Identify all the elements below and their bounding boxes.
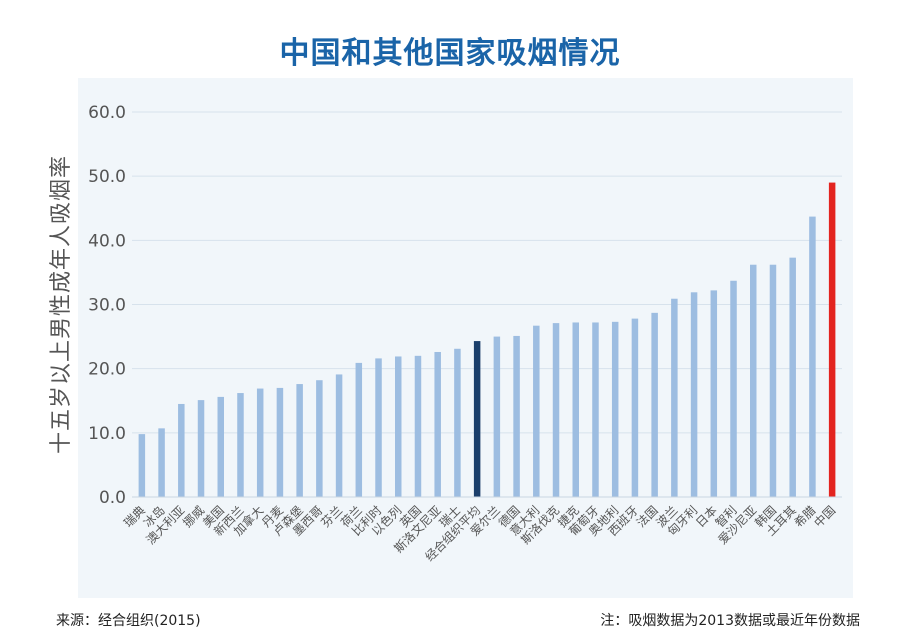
y-tick-label: 50.0 [88, 167, 126, 187]
bar [611, 321, 619, 497]
y-tick-label: 60.0 [88, 103, 126, 123]
bar [256, 388, 264, 497]
bar [651, 312, 658, 497]
bar [454, 348, 461, 497]
bar [414, 355, 422, 497]
bar [750, 264, 757, 497]
y-axis-title: 十五岁以上男性成年人吸烟率 [49, 155, 74, 454]
bar [552, 323, 560, 497]
bar [276, 387, 284, 497]
bar [789, 257, 796, 497]
bar [473, 341, 481, 497]
bar [237, 393, 244, 497]
y-tick-label: 40.0 [88, 231, 126, 251]
source-note: 来源：经合组织(2015) [56, 613, 201, 629]
footnote: 注：吸烟数据为2013数据或最近年份数据 [600, 613, 860, 629]
y-tick-label: 0.0 [99, 488, 126, 508]
bar [395, 356, 402, 497]
bar [138, 434, 146, 497]
bar [592, 322, 599, 497]
bar [197, 400, 205, 497]
bar [828, 182, 836, 498]
bar [316, 380, 323, 497]
bar [355, 362, 363, 497]
bar [296, 384, 303, 497]
bar [493, 336, 501, 497]
bar [730, 280, 737, 497]
bar [572, 322, 579, 497]
bar [671, 298, 678, 497]
bar [809, 216, 816, 497]
bar [631, 318, 639, 497]
bar [375, 358, 382, 497]
x-tick-label: 中国 [811, 503, 839, 531]
plot-background [78, 78, 853, 598]
y-tick-label: 10.0 [88, 424, 126, 444]
bar [217, 396, 224, 497]
bar [690, 292, 698, 497]
y-tick-label: 20.0 [88, 360, 126, 380]
page-title: 中国和其他国家吸烟情况 [279, 36, 621, 71]
bar [533, 325, 540, 497]
bar [710, 290, 718, 497]
bar [513, 335, 520, 497]
bar [158, 428, 165, 497]
bar [335, 374, 343, 497]
bar [434, 351, 441, 497]
y-tick-label: 30.0 [88, 296, 126, 316]
bar [769, 264, 777, 497]
bar [178, 403, 185, 497]
